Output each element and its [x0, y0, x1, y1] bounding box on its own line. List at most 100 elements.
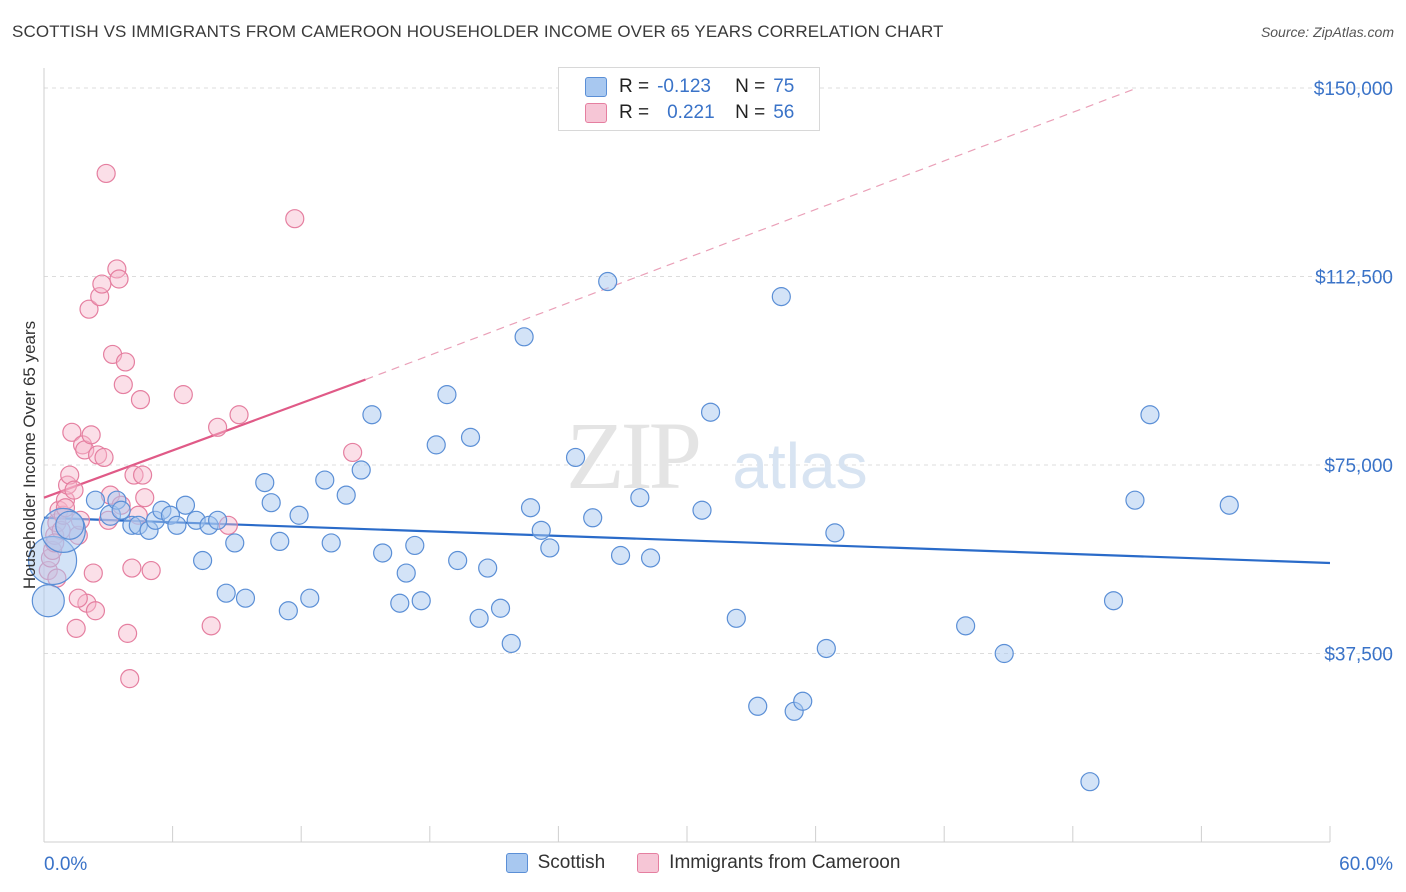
point-scottish	[598, 271, 618, 292]
point-scottish	[514, 327, 534, 347]
legend-n-value: 75	[773, 76, 795, 97]
point-cameroon	[113, 374, 133, 395]
point-scottish	[490, 598, 511, 618]
point-cameroon	[229, 405, 249, 425]
axes	[43, 68, 1331, 843]
point-scottish	[300, 588, 320, 608]
point-scottish	[994, 643, 1014, 664]
trend-line-scottish	[43, 516, 1331, 565]
point-scottish	[175, 495, 196, 515]
point-scottish	[1125, 490, 1145, 510]
point-scottish	[390, 593, 410, 613]
legend-r-label: R =	[619, 102, 650, 123]
point-scottish	[748, 696, 768, 716]
point-cameroon	[85, 601, 106, 621]
legend-label-cameroon: Immigrants from Cameroon	[669, 852, 901, 873]
chart-source: Source: ZipAtlas.com	[1260, 24, 1394, 40]
point-scottish	[469, 608, 489, 628]
legend-swatch-cameroon	[585, 103, 607, 123]
point-scottish	[373, 543, 393, 563]
point-scottish	[565, 447, 586, 468]
point-scottish	[1219, 495, 1239, 515]
point-cameroon	[83, 563, 103, 583]
point-cameroon	[132, 465, 153, 485]
trend-lines	[43, 87, 1331, 565]
trend-line-cameroon	[43, 378, 366, 499]
series-legend: Scottish Immigrants from Cameroon	[0, 852, 1406, 874]
point-cameroon	[122, 558, 142, 578]
point-scottish	[460, 427, 481, 447]
legend-swatch-scottish	[585, 77, 607, 97]
point-scottish	[610, 545, 631, 566]
legend-r-value: -0.123	[657, 76, 711, 97]
point-cameroon	[135, 488, 155, 508]
point-scottish	[501, 633, 521, 654]
point-scottish	[351, 460, 371, 480]
point-scottish	[167, 515, 187, 535]
point-cameroon	[64, 480, 84, 500]
point-cameroon	[60, 465, 80, 485]
point-cameroon	[120, 669, 140, 689]
point-scottish	[111, 500, 131, 520]
point-scottish	[193, 550, 213, 571]
point-scottish	[1103, 591, 1124, 611]
point-scottish	[278, 601, 298, 621]
point-scottish	[692, 500, 712, 520]
point-scottish	[437, 385, 457, 405]
point-scottish	[315, 470, 335, 490]
point-scottish	[55, 510, 85, 540]
point-cameroon	[115, 352, 136, 372]
point-scottish	[225, 533, 245, 553]
point-scottish	[426, 435, 446, 455]
point-cameroon	[109, 269, 129, 289]
legend-n-value: 56	[773, 102, 795, 123]
point-cameroon	[94, 447, 114, 468]
point-scottish	[448, 550, 468, 571]
point-scottish	[771, 287, 791, 307]
x-tick-label: 0.0%	[44, 854, 87, 875]
point-cameroon	[117, 623, 138, 643]
legend-item-cameroon[interactable]: Immigrants from Cameroon	[637, 852, 900, 874]
legend-item-scottish[interactable]: Scottish	[505, 852, 606, 874]
point-cameroon	[208, 417, 228, 437]
legend-row-scottish: R = -0.123 N = 75	[585, 75, 794, 99]
legend-r-value: 0.221	[667, 102, 715, 123]
point-cameroon	[66, 618, 86, 638]
point-scottish	[396, 563, 416, 583]
y-axis-label: Householder Income Over 65 years	[20, 320, 39, 590]
y-tick-label: $112,500	[1315, 268, 1393, 289]
legend-label-scottish: Scottish	[537, 852, 606, 873]
point-scottish	[540, 538, 560, 558]
legend-swatch-cameroon	[637, 853, 660, 873]
point-scottish	[630, 488, 650, 508]
svg-text:atlas: atlas	[732, 430, 867, 502]
point-scottish	[1080, 772, 1100, 792]
legend-row-cameroon: R = 0.221 N = 56	[585, 101, 794, 125]
trend-line-cameroon-extended	[365, 87, 1138, 381]
point-scottish	[270, 531, 290, 552]
point-scottish	[816, 638, 836, 659]
y-tick-label: $150,000	[1314, 79, 1393, 100]
correlation-legend: R = -0.123 N = 75 R = 0.221 N = 56	[558, 67, 820, 131]
point-scottish	[700, 402, 721, 422]
point-cameroon	[62, 422, 82, 442]
point-cameroon	[90, 287, 110, 307]
point-scottish	[520, 498, 541, 518]
point-scottish	[289, 505, 309, 525]
point-scottish	[208, 510, 228, 530]
point-scottish	[261, 493, 281, 513]
y-tick-label: $75,000	[1324, 456, 1393, 477]
legend-swatch-scottish	[505, 853, 528, 873]
point-scottish	[216, 583, 236, 603]
y-tick-label: $37,500	[1324, 645, 1393, 666]
point-scottish	[85, 490, 106, 510]
point-cameroon	[81, 425, 101, 445]
legend-n-label: N =	[735, 102, 766, 123]
point-cameroon	[343, 442, 363, 463]
point-cameroon	[130, 390, 151, 410]
point-cameroon	[285, 209, 305, 229]
series-cameroon	[38, 163, 363, 689]
point-scottish	[411, 591, 431, 611]
point-scottish	[956, 616, 976, 636]
